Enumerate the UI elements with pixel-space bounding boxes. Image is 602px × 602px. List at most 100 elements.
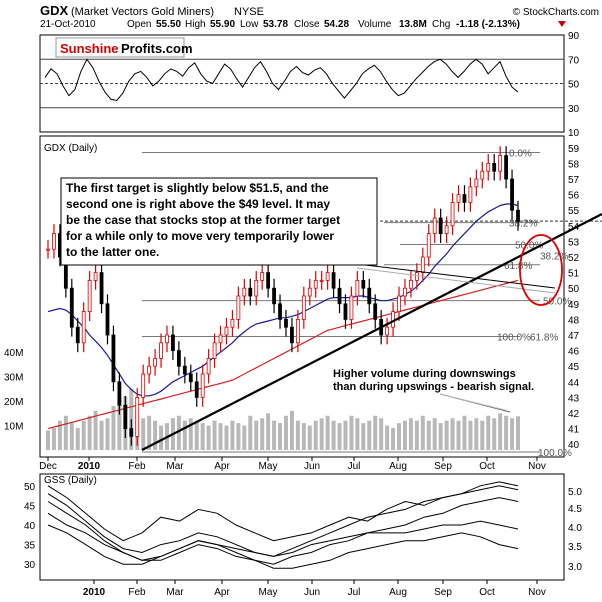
price-body — [218, 334, 223, 344]
price-body — [343, 303, 348, 320]
price-body — [135, 396, 140, 437]
change-label: Chg — [432, 19, 450, 30]
volume-bar — [343, 420, 348, 450]
volume-bar — [141, 418, 146, 450]
volume-bar — [159, 425, 164, 450]
price-frame — [39, 135, 565, 458]
target-circle — [519, 234, 563, 306]
price-tick-label: 45 — [568, 362, 580, 373]
close-value: 54.28 — [324, 19, 349, 30]
price-body — [236, 295, 241, 320]
volume-bar — [385, 425, 390, 450]
volume-bar — [111, 406, 116, 450]
gss-right-tick-label: 4.0 — [568, 523, 582, 534]
gss-x-tick-label: Sep — [434, 587, 452, 598]
price-body — [444, 225, 449, 235]
gss-x-tick-label: Mar — [166, 587, 184, 598]
volume-value: 13.8M — [399, 19, 427, 30]
rsi-tick-label: 30 — [568, 104, 580, 115]
annotation-line-2: second one is right above the $49 level.… — [66, 197, 330, 211]
volume-bar — [349, 415, 354, 450]
price-body — [456, 194, 461, 203]
volume-bar — [69, 423, 74, 450]
annotation-line-5: to the latter one. — [66, 245, 159, 259]
price-body — [254, 279, 259, 297]
volume-bar — [486, 415, 491, 450]
price-body — [504, 155, 509, 180]
gss-series-line — [47, 512, 519, 561]
price-y-axis: 40 41 42 43 44 45 46 47 48 49 50 51 52 53 54 55 56 57 58 59 — [568, 144, 580, 451]
high-label: High — [185, 19, 206, 30]
volume-bar — [212, 420, 217, 450]
volume-bar — [492, 418, 497, 450]
volume-bar — [51, 428, 56, 450]
gss-x-tick-label: Aug — [389, 587, 407, 598]
volume-bar — [313, 420, 318, 450]
annotation-box — [60, 177, 378, 266]
price-body — [81, 311, 86, 344]
price-body — [295, 318, 300, 344]
price-body — [331, 272, 336, 289]
price-body — [468, 186, 473, 203]
volume-bar — [46, 430, 50, 450]
price-body — [373, 303, 378, 320]
price-body — [355, 279, 360, 297]
price-body — [409, 279, 413, 289]
volume-bar — [319, 418, 324, 450]
gss-panel-title: GSS (Daily) — [44, 475, 97, 486]
price-body — [87, 279, 92, 312]
volume-bar — [105, 418, 110, 450]
low-label: Low — [240, 19, 259, 30]
price-body — [153, 357, 157, 367]
volume-bar — [266, 413, 271, 450]
instrument-name: (Market Vectors Gold Miners) — [71, 6, 214, 18]
volume-bar — [355, 418, 360, 450]
price-tick-label: 59 — [568, 144, 580, 155]
gss-x-tick-label: Feb — [128, 587, 146, 598]
volume-bar — [283, 415, 288, 450]
price-body — [117, 381, 122, 406]
price-body — [290, 326, 294, 344]
volume-bar — [260, 418, 265, 450]
volume-bar — [468, 420, 473, 450]
volume-bar — [188, 418, 193, 450]
gss-left-tick-label: 40 — [24, 521, 36, 532]
volume-bar — [426, 420, 431, 450]
gss-lines — [47, 481, 519, 569]
volume-note-line-1: Higher volume during downswings — [333, 368, 516, 380]
volume-bar — [438, 423, 443, 450]
price-tick-label: 50 — [568, 284, 580, 295]
price-body — [176, 350, 181, 367]
source-credit: © StockCharts.com — [513, 7, 599, 18]
price-body — [313, 279, 318, 289]
x-tick-label: May — [259, 461, 278, 472]
price-body — [99, 272, 104, 305]
volume-bar — [432, 418, 437, 450]
price-body — [486, 162, 491, 172]
price-tick-label: 43 — [568, 393, 580, 404]
price-body — [480, 170, 485, 180]
x-tick-label: Mar — [166, 461, 184, 472]
price-body — [349, 295, 354, 320]
x-tick-label: Aug — [389, 461, 407, 472]
change-down-icon — [558, 21, 566, 27]
price-body — [319, 279, 324, 282]
volume-note-arrow-2 — [439, 393, 506, 411]
gss-right-tick-label: 4.5 — [568, 504, 582, 515]
fibonacci-label: 100.0% — [497, 333, 531, 344]
price-body — [337, 287, 342, 305]
volume-bar — [153, 420, 158, 450]
volume-bar — [218, 423, 223, 450]
volume-bar — [75, 428, 80, 450]
volume-tick-label: 20M — [4, 397, 23, 408]
price-tick-label: 42 — [568, 409, 580, 420]
rsi-line — [44, 58, 519, 102]
price-body — [462, 194, 467, 203]
volume-bar — [63, 415, 68, 450]
close-label: Close — [294, 19, 320, 30]
price-body — [206, 357, 211, 375]
price-body — [266, 272, 271, 289]
x-tick-label: Jul — [348, 461, 361, 472]
gss-left-tick-label: 50 — [24, 482, 36, 493]
volume-bar — [278, 423, 283, 450]
